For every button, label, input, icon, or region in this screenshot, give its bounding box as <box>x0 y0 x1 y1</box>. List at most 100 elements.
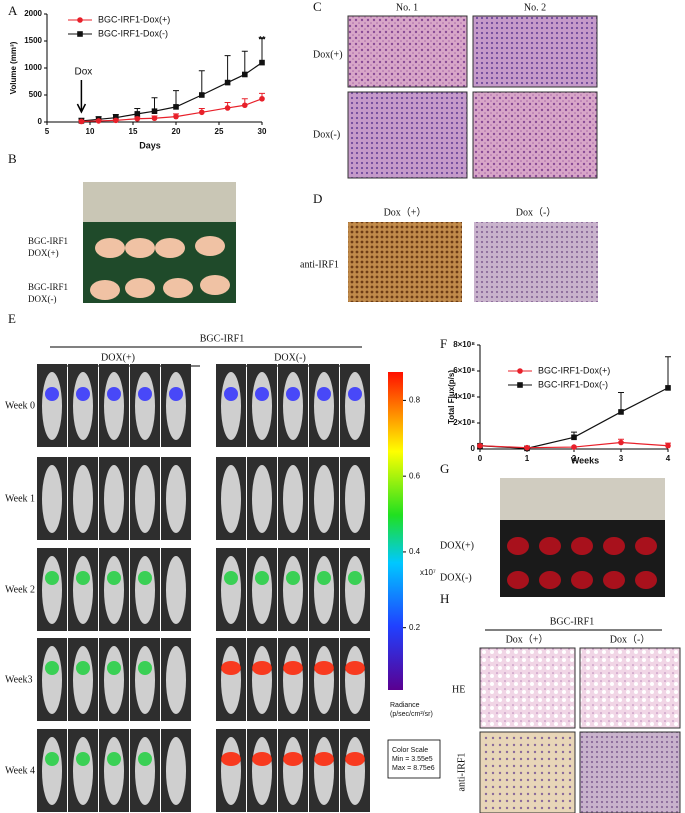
mouse <box>104 556 124 624</box>
signal <box>76 752 90 766</box>
panel-label: C <box>313 0 322 14</box>
scale-box <box>387 739 441 779</box>
x-tick-label: 15 <box>129 127 138 136</box>
y-tick-label: 2000 <box>24 9 42 18</box>
col-label: Dox（-） <box>516 206 557 218</box>
signal <box>45 752 59 766</box>
signal <box>169 387 183 401</box>
legend-marker <box>77 17 83 23</box>
signal <box>286 571 300 585</box>
tumor <box>200 275 230 295</box>
mouse <box>166 737 186 805</box>
signal <box>107 752 121 766</box>
row-label: Week 1 <box>5 493 35 504</box>
marker <box>477 442 483 449</box>
signal <box>107 571 121 585</box>
signal <box>283 752 303 766</box>
image <box>472 15 598 88</box>
x-tick-label: 4 <box>666 454 671 463</box>
tumor <box>125 278 155 298</box>
signal <box>255 571 269 585</box>
signal <box>76 571 90 585</box>
legend-label: BGC-IRF1-Dox(+) <box>98 14 170 24</box>
mouse <box>252 737 272 805</box>
mouse <box>345 372 365 440</box>
signal <box>76 661 90 675</box>
marker <box>665 442 671 449</box>
error-bar <box>665 356 671 388</box>
signal <box>138 752 152 766</box>
signal <box>317 387 331 401</box>
marker <box>259 95 265 102</box>
signal <box>283 661 303 675</box>
marker <box>224 79 231 86</box>
y-tick-label: 6×10⁸ <box>453 366 475 375</box>
marker <box>95 118 102 124</box>
error-bar <box>198 70 205 95</box>
marker <box>618 439 624 446</box>
y-tick-label: 2×10⁸ <box>453 418 475 427</box>
mouse <box>104 646 124 714</box>
annotation: Dox <box>75 67 93 78</box>
error-bar <box>259 37 265 63</box>
mouse <box>252 372 272 440</box>
row-label: BGC-IRF1 <box>28 236 68 246</box>
row-label: anti-IRF1 <box>456 753 467 792</box>
legend-marker <box>517 368 523 374</box>
tumor <box>125 238 155 258</box>
lung <box>539 571 561 589</box>
line <box>81 98 263 123</box>
ruler <box>83 182 236 222</box>
mouse <box>73 646 93 714</box>
panel-label: B <box>8 151 17 166</box>
x-tick-label: 25 <box>215 127 224 136</box>
y-tick-label: 1000 <box>24 63 42 72</box>
row-label: Week 2 <box>5 584 35 595</box>
x-tick-label: 3 <box>619 454 624 463</box>
mouse <box>73 556 93 624</box>
marker <box>173 113 179 120</box>
mouse <box>73 465 93 533</box>
lung <box>635 571 657 589</box>
title: BGC-IRF1 <box>200 333 244 344</box>
signal <box>76 387 90 401</box>
mouse <box>135 646 155 714</box>
mouse <box>345 465 365 533</box>
marker <box>134 115 141 122</box>
legend-marker <box>77 31 83 37</box>
panel-label: G <box>440 461 449 476</box>
mouse <box>166 465 186 533</box>
x-axis-label: Weeks <box>571 455 599 465</box>
row-label: Dox(+) <box>313 49 343 60</box>
marker <box>151 115 158 122</box>
lung <box>507 571 529 589</box>
lung <box>571 571 593 589</box>
annotation: ** <box>258 34 266 44</box>
mouse <box>42 737 62 805</box>
signal <box>317 571 331 585</box>
legend-label: (p/sec/cm²/sr) <box>390 711 433 718</box>
signal <box>138 387 152 401</box>
mouse <box>345 737 365 805</box>
marker <box>224 105 231 111</box>
x-tick-label: 1 <box>525 454 530 463</box>
signal <box>45 661 59 675</box>
x-tick-label: 30 <box>258 127 267 136</box>
signal <box>138 571 152 585</box>
arrow <box>76 80 87 114</box>
mouse <box>104 465 124 533</box>
row-label: Dox(-) <box>313 129 340 140</box>
error-bar <box>224 55 231 83</box>
mouse <box>42 372 62 440</box>
mouse <box>42 646 62 714</box>
signal <box>221 752 241 766</box>
scale-text: Max = 8.75e6 <box>392 765 435 772</box>
scale-text: Color Scale <box>392 747 428 754</box>
mouse <box>166 372 186 440</box>
mouse <box>345 646 365 714</box>
signal <box>314 661 334 675</box>
mouse <box>135 737 155 805</box>
x-tick-label: 2 <box>572 454 577 463</box>
signal <box>348 571 362 585</box>
image <box>579 731 681 813</box>
